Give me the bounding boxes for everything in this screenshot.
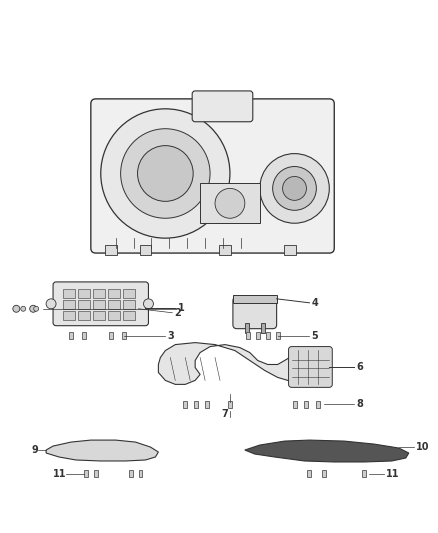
- Bar: [108, 300, 120, 309]
- FancyBboxPatch shape: [91, 99, 334, 253]
- Bar: [266, 332, 270, 339]
- Bar: [205, 401, 209, 408]
- Circle shape: [260, 154, 329, 223]
- Text: 11: 11: [386, 469, 399, 479]
- Bar: [109, 332, 113, 339]
- Circle shape: [138, 146, 193, 201]
- Circle shape: [120, 129, 210, 218]
- Bar: [362, 471, 366, 478]
- Bar: [63, 311, 75, 320]
- Circle shape: [13, 305, 20, 312]
- Text: 2: 2: [174, 308, 181, 318]
- Polygon shape: [245, 440, 409, 462]
- Bar: [93, 289, 105, 298]
- Bar: [194, 401, 198, 408]
- Bar: [93, 311, 105, 320]
- Bar: [140, 245, 152, 255]
- Text: 3: 3: [167, 330, 174, 341]
- Circle shape: [46, 299, 56, 309]
- Bar: [246, 332, 250, 339]
- Bar: [69, 332, 73, 339]
- Bar: [63, 289, 75, 298]
- Bar: [84, 471, 88, 478]
- Bar: [78, 300, 90, 309]
- Text: 7: 7: [222, 409, 228, 419]
- Text: 6: 6: [356, 362, 363, 373]
- Bar: [322, 471, 326, 478]
- Bar: [82, 332, 86, 339]
- Bar: [283, 245, 296, 255]
- Bar: [129, 471, 133, 478]
- Bar: [276, 332, 279, 339]
- FancyBboxPatch shape: [192, 91, 253, 122]
- Circle shape: [144, 299, 153, 309]
- Bar: [123, 300, 134, 309]
- Bar: [108, 289, 120, 298]
- Circle shape: [283, 176, 307, 200]
- Bar: [183, 401, 187, 408]
- Text: 11: 11: [53, 469, 66, 479]
- Text: 4: 4: [311, 298, 318, 308]
- Circle shape: [273, 166, 316, 211]
- Bar: [228, 401, 232, 408]
- FancyBboxPatch shape: [53, 282, 148, 326]
- Bar: [78, 311, 90, 320]
- Bar: [245, 322, 249, 333]
- Bar: [261, 322, 265, 333]
- Text: 10: 10: [416, 442, 429, 452]
- Bar: [78, 289, 90, 298]
- Bar: [307, 471, 311, 478]
- Bar: [219, 245, 231, 255]
- Bar: [316, 401, 320, 408]
- Circle shape: [215, 188, 245, 218]
- Polygon shape: [46, 440, 159, 461]
- Bar: [108, 311, 120, 320]
- Text: 5: 5: [311, 330, 318, 341]
- Bar: [293, 401, 297, 408]
- Bar: [93, 300, 105, 309]
- Text: 8: 8: [356, 399, 363, 409]
- Bar: [256, 332, 260, 339]
- Bar: [200, 183, 260, 223]
- Text: 1: 1: [178, 303, 185, 313]
- Bar: [123, 311, 134, 320]
- Polygon shape: [159, 343, 327, 384]
- Bar: [304, 401, 308, 408]
- Bar: [123, 289, 134, 298]
- Circle shape: [30, 305, 37, 312]
- Bar: [122, 332, 126, 339]
- Text: 9: 9: [32, 445, 38, 455]
- Bar: [94, 471, 98, 478]
- Circle shape: [101, 109, 230, 238]
- Circle shape: [34, 306, 39, 311]
- Bar: [105, 245, 117, 255]
- Bar: [63, 300, 75, 309]
- Circle shape: [21, 306, 26, 311]
- Bar: [233, 295, 277, 303]
- FancyBboxPatch shape: [289, 346, 332, 387]
- Bar: [138, 471, 142, 478]
- FancyBboxPatch shape: [233, 297, 277, 329]
